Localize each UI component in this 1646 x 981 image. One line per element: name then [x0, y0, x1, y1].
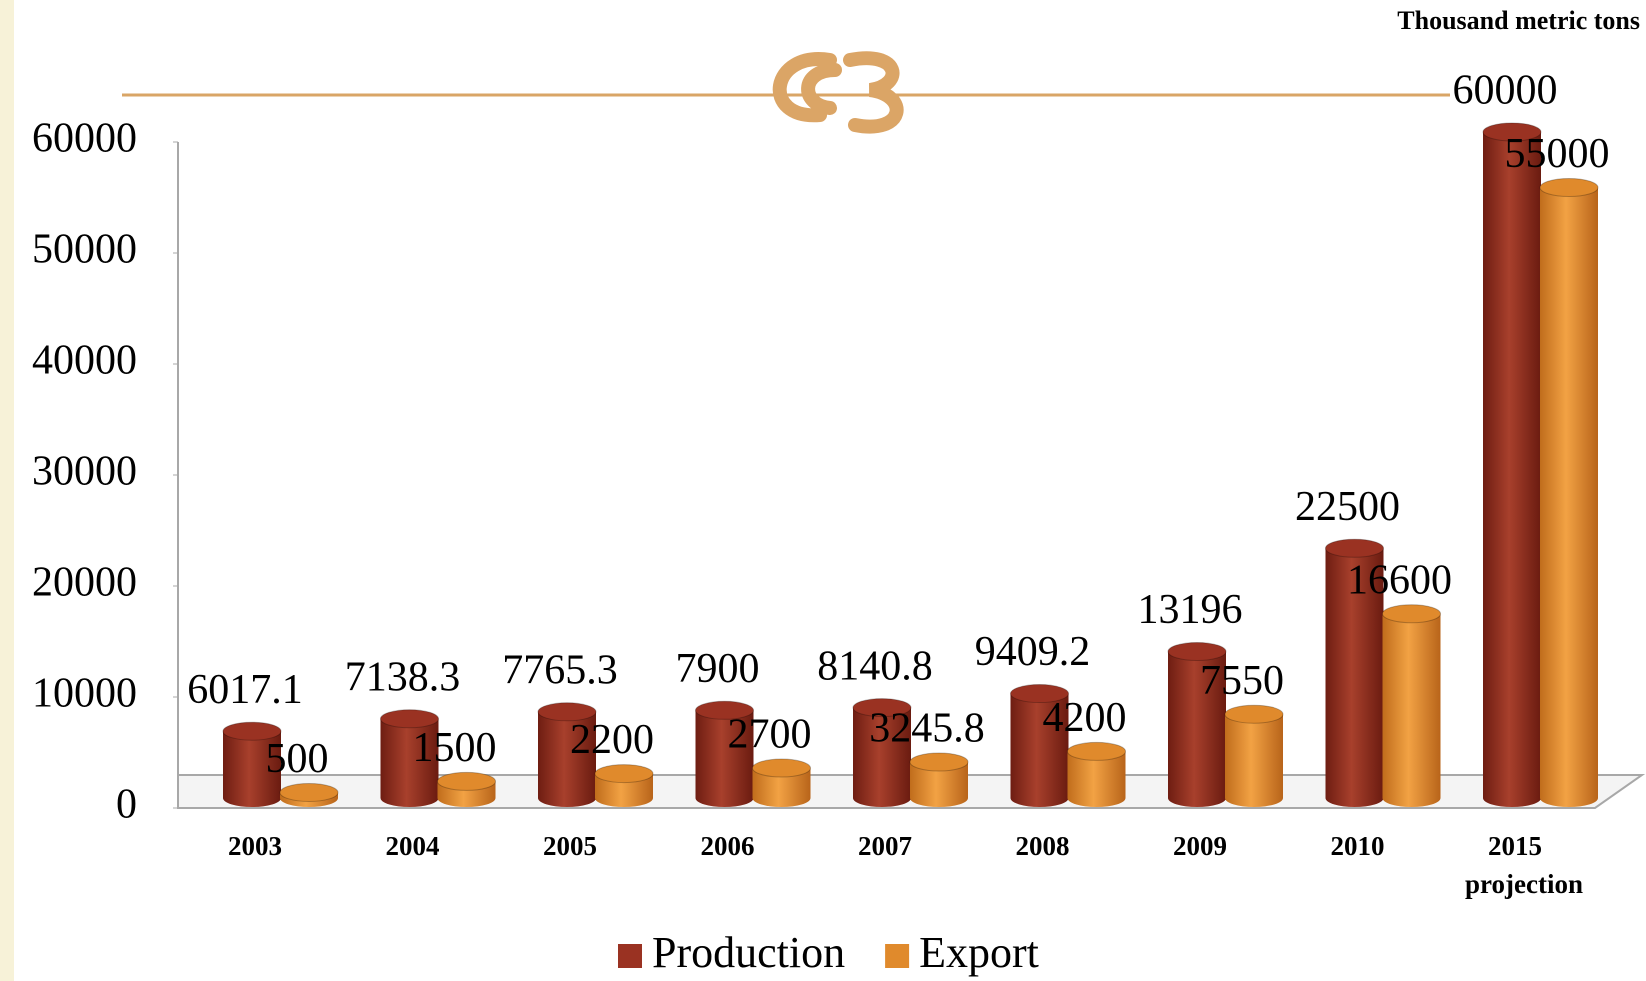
bar-top	[695, 700, 754, 720]
value-label: 22500	[1295, 484, 1400, 530]
y-tick-label: 20000	[32, 560, 137, 606]
bar-top	[437, 771, 496, 791]
bar-top	[852, 698, 912, 718]
bar	[853, 707, 911, 807]
bar-top	[380, 709, 439, 729]
x-tick-label: 2009	[1173, 831, 1227, 861]
bar	[752, 768, 811, 807]
legend-label: Production	[652, 928, 845, 977]
x-tick-label: 2015 projection	[1465, 831, 1583, 899]
x-tick-label: 2007	[858, 831, 912, 861]
legend-label: Export	[919, 928, 1039, 977]
x-tick-label: 2003	[228, 831, 282, 861]
bar	[1010, 693, 1069, 807]
value-label: 8140.8	[817, 643, 933, 689]
unit-label: Thousand metric tons	[1397, 6, 1640, 35]
y-tick-label: 40000	[32, 338, 137, 384]
y-tick-label: 30000	[32, 449, 137, 495]
value-label: 3245.8	[869, 706, 985, 752]
y-tick-label: 60000	[32, 116, 137, 162]
value-label: 16600	[1347, 557, 1452, 603]
bar-top	[1325, 538, 1384, 558]
bar	[695, 710, 754, 807]
value-label: 500	[266, 736, 329, 782]
x-tick-label: 2004	[385, 831, 440, 861]
value-label: 60000	[1453, 68, 1558, 114]
value-label: 4200	[1043, 695, 1127, 741]
bar-top	[909, 752, 969, 772]
bar-top	[1067, 741, 1126, 761]
legend-swatch	[885, 944, 910, 968]
bar	[1540, 187, 1598, 807]
ornament	[772, 51, 904, 134]
value-label: 55000	[1505, 131, 1610, 177]
value-label: 6017.1	[187, 667, 303, 713]
value-label: 1500	[413, 725, 497, 771]
bar	[1225, 714, 1283, 807]
value-label: 9409.2	[975, 629, 1091, 675]
bar-top	[537, 702, 597, 722]
y-tick-label: 0	[116, 782, 137, 828]
x-tick-label: 2005	[543, 831, 597, 861]
x-tick-label: 2008	[1015, 831, 1070, 861]
value-label: 7138.3	[345, 654, 461, 700]
x-tick-label: 2006	[700, 831, 755, 861]
bar-top	[222, 721, 282, 741]
bar-top	[752, 758, 811, 778]
bar	[380, 718, 439, 807]
bar-top	[1539, 178, 1599, 197]
y-tick-label: 50000	[32, 227, 137, 273]
value-label: 2700	[728, 712, 812, 758]
bar	[538, 711, 596, 807]
value-label: 7900	[676, 646, 760, 692]
value-label: 2200	[570, 717, 654, 763]
bar	[910, 761, 968, 807]
legend-swatch	[618, 944, 642, 968]
bar	[223, 731, 281, 807]
x-tick-label: 2010	[1330, 831, 1385, 861]
value-label: 7765.3	[502, 647, 618, 693]
bar	[1382, 613, 1441, 807]
value-label: 13196	[1138, 587, 1243, 633]
bar	[595, 773, 653, 807]
value-label: 7550	[1200, 658, 1284, 704]
y-tick-label: 10000	[32, 671, 137, 717]
side-strip	[0, 0, 14, 981]
bar	[1483, 132, 1541, 807]
bar-top	[1010, 684, 1069, 704]
bar-top	[1482, 122, 1542, 142]
bar	[1168, 651, 1226, 807]
bar-top	[1167, 642, 1227, 662]
bar-top	[594, 764, 654, 784]
bar	[1325, 548, 1384, 807]
bar-top	[1224, 704, 1284, 724]
bar	[1067, 751, 1126, 807]
bar-top	[279, 782, 339, 802]
bar-top	[1382, 604, 1441, 624]
